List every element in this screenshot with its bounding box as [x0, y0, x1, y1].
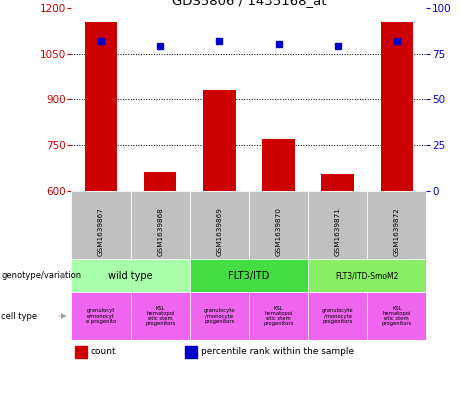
Title: GDS5806 / 1435168_at: GDS5806 / 1435168_at	[171, 0, 326, 7]
Text: GSM1639872: GSM1639872	[394, 208, 400, 256]
Text: granulocyt
e/monocyt
e progenito: granulocyt e/monocyt e progenito	[86, 309, 116, 324]
Text: GSM1639871: GSM1639871	[335, 208, 341, 256]
Bar	[308, 191, 367, 259]
Bar	[367, 292, 426, 340]
Bar	[185, 346, 197, 358]
Text: KSL
hematopoi
etic stem
progenitors: KSL hematopoi etic stem progenitors	[263, 306, 294, 326]
Text: KSL
hematopoi
etic stem
progenitors: KSL hematopoi etic stem progenitors	[145, 306, 175, 326]
Bar	[262, 139, 295, 191]
Bar	[308, 292, 367, 340]
Bar	[75, 346, 88, 358]
Bar	[130, 191, 190, 259]
Bar	[71, 292, 130, 340]
Text: granulocyte
/monocyte
progenitors: granulocyte /monocyte progenitors	[322, 309, 354, 324]
Bar	[321, 174, 354, 191]
Bar	[249, 191, 308, 259]
Text: FLT3/ITD-SmoM2: FLT3/ITD-SmoM2	[336, 271, 399, 280]
Text: percentile rank within the sample: percentile rank within the sample	[201, 347, 354, 356]
Bar	[85, 22, 117, 191]
Bar	[367, 191, 426, 259]
Bar	[71, 191, 130, 259]
Text: genotype/variation: genotype/variation	[1, 271, 82, 280]
Text: GSM1639870: GSM1639870	[276, 208, 282, 256]
Bar	[381, 22, 413, 191]
Text: granulocyte
/monocyte
progenitors: granulocyte /monocyte progenitors	[204, 309, 235, 324]
Bar	[190, 191, 249, 259]
Bar	[71, 259, 190, 292]
Text: KSL
hematopoi
etic stem
progenitors: KSL hematopoi etic stem progenitors	[382, 306, 412, 326]
Text: GSM1639868: GSM1639868	[157, 208, 163, 256]
Text: count: count	[91, 347, 117, 356]
Bar	[190, 259, 308, 292]
Text: wild type: wild type	[108, 271, 153, 281]
Bar	[203, 90, 236, 191]
Bar	[249, 292, 308, 340]
Text: GSM1639869: GSM1639869	[216, 208, 222, 256]
Bar	[130, 292, 190, 340]
Text: cell type: cell type	[1, 312, 37, 321]
Bar	[144, 172, 177, 191]
Bar	[190, 292, 249, 340]
Text: GSM1639867: GSM1639867	[98, 208, 104, 256]
Text: FLT3/ITD: FLT3/ITD	[228, 271, 270, 281]
Bar	[308, 259, 426, 292]
